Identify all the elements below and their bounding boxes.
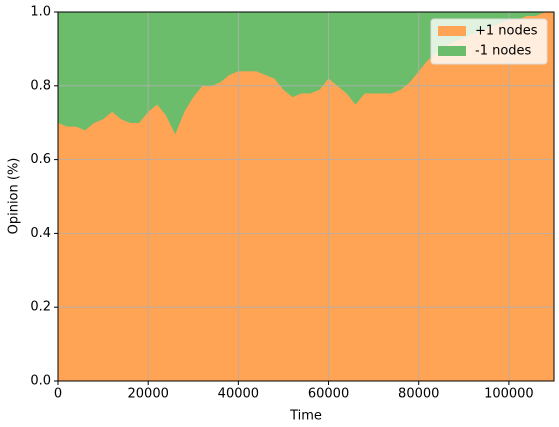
x-tick-label: 20000 bbox=[128, 387, 169, 402]
y-tick-label: 0.6 bbox=[30, 152, 51, 167]
legend-label: +1 nodes bbox=[475, 24, 538, 39]
x-tick-label: 40000 bbox=[218, 387, 259, 402]
y-axis-label: Opinion (%) bbox=[7, 158, 22, 235]
y-tick-label: 0.0 bbox=[30, 374, 51, 389]
legend-label: -1 nodes bbox=[475, 44, 532, 59]
x-tick-label: 80000 bbox=[398, 387, 439, 402]
y-tick-label: 0.8 bbox=[30, 78, 51, 93]
x-tick-label: 0 bbox=[54, 387, 62, 402]
y-tick-label: 1.0 bbox=[30, 5, 51, 20]
y-tick-label: 0.4 bbox=[30, 226, 51, 241]
plot-frame bbox=[57, 11, 555, 382]
y-tick-label: 0.2 bbox=[30, 300, 51, 315]
legend-swatch bbox=[438, 26, 466, 36]
x-axis-label: Time bbox=[289, 409, 322, 424]
x-tick-label: 100000 bbox=[484, 387, 534, 402]
legend-swatch bbox=[438, 46, 466, 56]
x-tick-label: 60000 bbox=[308, 387, 349, 402]
